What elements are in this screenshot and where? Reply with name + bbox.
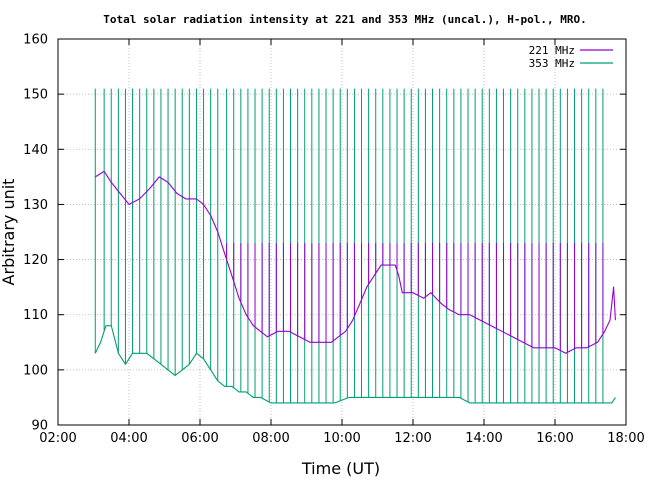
x-axis-label: Time (UT) <box>301 459 380 478</box>
y-tick-label: 110 <box>23 308 48 323</box>
series-lines <box>94 88 616 404</box>
x-tick-label: 06:00 <box>181 431 218 446</box>
y-axis-label: Arbitrary unit <box>0 179 18 286</box>
x-tick-label: 16:00 <box>536 431 573 446</box>
x-tick-label: 14:00 <box>465 431 502 446</box>
series-line-353mhz <box>94 325 616 404</box>
x-axis-ticks: 02:00 04:00 06:00 08:00 10:00 12:00 14:00 16:00… <box>39 39 645 446</box>
legend-label-353mhz: 353 MHz <box>529 57 575 70</box>
y-axis-ticks: 90 100 110 120 130 140 150 160 <box>23 33 626 434</box>
legend: 221 MHz 353 MHz <box>529 44 613 70</box>
grid-lines <box>57 38 627 426</box>
x-tick-label: 12:00 <box>394 431 431 446</box>
y-tick-label: 90 <box>31 419 48 434</box>
x-tick-label: 02:00 <box>39 431 76 446</box>
y-tick-label: 120 <box>23 253 48 268</box>
y-tick-label: 140 <box>23 143 48 158</box>
legend-label-221mhz: 221 MHz <box>529 44 575 57</box>
x-tick-label: 08:00 <box>252 431 289 446</box>
chart-title: Total solar radiation intensity at 221 a… <box>103 13 586 26</box>
x-tick-label: 04:00 <box>110 431 147 446</box>
y-tick-label: 150 <box>23 88 48 103</box>
x-tick-label: 10:00 <box>323 431 360 446</box>
y-tick-label: 160 <box>23 33 48 48</box>
series-line-221mhz <box>95 170 616 354</box>
y-tick-label: 130 <box>23 198 48 213</box>
x-tick-label: 18:00 <box>607 431 644 446</box>
y-tick-label: 100 <box>23 363 48 378</box>
